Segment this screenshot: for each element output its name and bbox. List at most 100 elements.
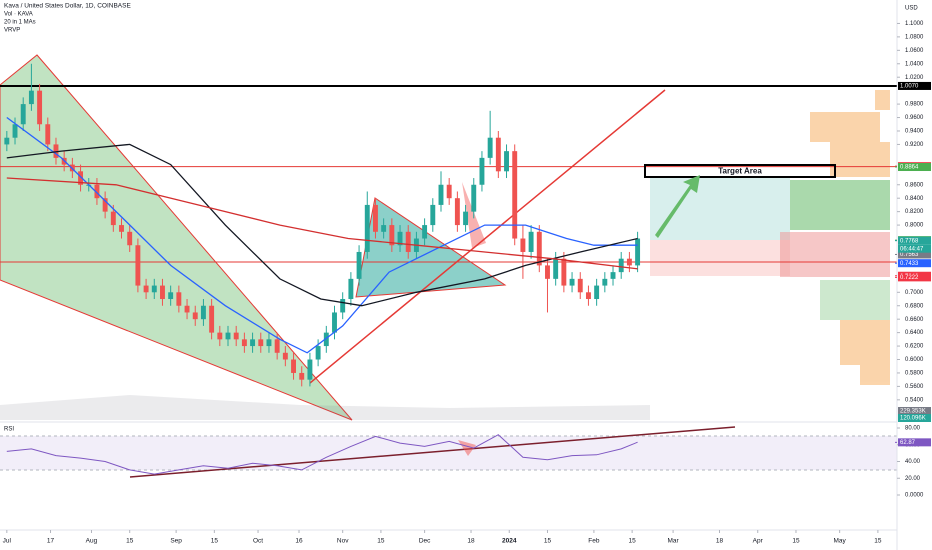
candle-body bbox=[323, 332, 329, 347]
candle-body bbox=[348, 278, 354, 300]
y-tick-label: 0.6200 bbox=[905, 344, 924, 350]
candle-body bbox=[217, 332, 223, 340]
candle-body bbox=[332, 312, 337, 333]
candle-body bbox=[160, 285, 165, 300]
candle-body bbox=[454, 198, 460, 226]
rsi-title: RSI bbox=[4, 427, 14, 433]
x-tick-label: 18 bbox=[467, 538, 475, 545]
x-tick-label: 15 bbox=[874, 538, 882, 545]
candle-body bbox=[602, 278, 608, 286]
chart-title: Kava / United States Dollar, 1D, COINBAS… bbox=[4, 3, 131, 10]
vp-bar bbox=[780, 232, 890, 277]
candle-body bbox=[504, 151, 509, 172]
moving-average bbox=[6, 143, 638, 307]
candle-body bbox=[364, 204, 370, 252]
y-tick-label: 0.6600 bbox=[905, 317, 924, 323]
x-tick-label: 16 bbox=[295, 538, 303, 545]
rsi-tick-label: 20.00 bbox=[905, 476, 921, 482]
candle-body bbox=[487, 137, 493, 158]
candle-body bbox=[233, 332, 239, 340]
target-box bbox=[644, 164, 836, 178]
price-tag: 0.7433 bbox=[900, 261, 919, 267]
profit-zone bbox=[650, 177, 790, 240]
x-tick-label: Aug bbox=[86, 538, 98, 545]
candle-body bbox=[168, 292, 174, 300]
price-tag-bg bbox=[898, 81, 931, 90]
y-tick-label: 0.5800 bbox=[905, 371, 924, 377]
vp-bar bbox=[860, 365, 890, 385]
volume-tag: 229.353K bbox=[900, 409, 926, 415]
candle-body bbox=[119, 225, 124, 232]
x-tick-label: 2024 bbox=[502, 538, 517, 545]
x-tick-label: 15 bbox=[211, 538, 219, 545]
moving-average bbox=[6, 116, 638, 354]
price-tag: 1.0070 bbox=[900, 84, 919, 90]
price-tag-bg bbox=[898, 163, 931, 172]
y-tick-label: 0.8000 bbox=[905, 223, 924, 229]
candle-body bbox=[577, 278, 583, 293]
x-tick-label: 15 bbox=[544, 538, 552, 545]
candle-body bbox=[422, 225, 428, 239]
rsi-tick-label: 40.00 bbox=[905, 459, 921, 465]
x-tick-label: Nov bbox=[337, 538, 349, 545]
candle-body bbox=[340, 299, 346, 313]
candle-body bbox=[372, 204, 378, 232]
candle-body bbox=[561, 258, 567, 286]
price-tag: 0.7768 bbox=[900, 238, 919, 244]
candle-body bbox=[127, 231, 133, 246]
arrow bbox=[655, 175, 700, 238]
x-tick-label: 17 bbox=[47, 538, 55, 545]
candle-body bbox=[225, 332, 231, 340]
rsi-arrow bbox=[458, 440, 476, 456]
price-tag-bg bbox=[898, 250, 931, 259]
candle-body bbox=[102, 198, 108, 212]
rsi-tag-bg bbox=[898, 438, 931, 447]
volume-tag-bg bbox=[898, 407, 931, 415]
candle-body bbox=[381, 225, 387, 232]
volume-tag-bg bbox=[898, 414, 931, 422]
candle-body bbox=[610, 272, 616, 279]
y-tick-label: 0.8400 bbox=[905, 196, 924, 202]
candle-body bbox=[282, 352, 288, 360]
vp-bar bbox=[810, 112, 880, 142]
candle-body bbox=[143, 285, 149, 293]
candle-body bbox=[94, 184, 100, 199]
y-tick-label: 0.6800 bbox=[905, 303, 924, 309]
candle-body bbox=[626, 258, 632, 266]
y-tick-label: 0.8600 bbox=[905, 182, 924, 188]
trend-line bbox=[309, 89, 666, 384]
plot bbox=[0, 63, 897, 387]
candle-body bbox=[471, 184, 477, 212]
candle-body bbox=[28, 90, 34, 105]
candle-body bbox=[307, 359, 313, 380]
countdown: 06:44:47 bbox=[900, 246, 924, 252]
candle-body bbox=[176, 292, 182, 306]
x-tick-label: Mar bbox=[667, 538, 679, 545]
candle-body bbox=[569, 278, 575, 286]
vp-bar bbox=[875, 90, 890, 110]
x-tick-label: Oct bbox=[253, 538, 263, 545]
rsi-line bbox=[6, 434, 638, 475]
candle-body bbox=[250, 339, 256, 347]
vp-bar bbox=[830, 142, 890, 177]
y-tick-label: 1.0400 bbox=[905, 61, 924, 67]
candle-body bbox=[528, 231, 534, 252]
candle-body bbox=[274, 339, 280, 353]
y-tick-label: 0.5400 bbox=[905, 397, 924, 403]
candle-body bbox=[405, 231, 411, 252]
candle-body bbox=[184, 305, 190, 313]
x-tick-label: 15 bbox=[629, 538, 637, 545]
candle-body bbox=[200, 305, 206, 320]
candle-body bbox=[463, 211, 469, 226]
price-tag: 0.8864 bbox=[900, 165, 919, 171]
candle-body bbox=[635, 238, 641, 266]
candle-body bbox=[12, 124, 18, 138]
x-tick-label: Feb bbox=[588, 538, 600, 545]
candle-body bbox=[553, 258, 559, 279]
legend-item: VRVP bbox=[4, 28, 20, 34]
candle-body bbox=[520, 238, 526, 252]
candle-body bbox=[389, 225, 395, 246]
currency: USD bbox=[905, 6, 918, 12]
candle-body bbox=[151, 285, 157, 293]
